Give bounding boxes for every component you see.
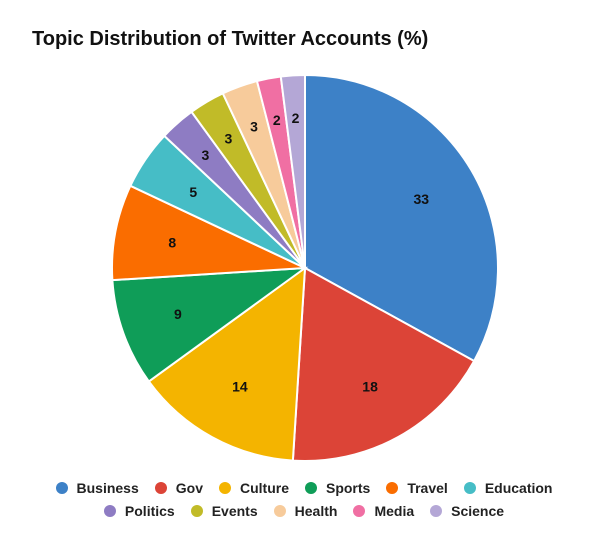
- legend-swatch: [463, 482, 476, 494]
- legend-row-1: Business Gov Culture Sports Travel Education: [0, 480, 608, 496]
- legend-item-business: Business: [55, 480, 139, 496]
- pie-slice-business: [304, 73, 499, 363]
- legend-item-science: Science: [430, 503, 504, 519]
- legend-swatch: [55, 482, 68, 494]
- pie-slice-gov: [291, 266, 476, 462]
- chart-title: Topic Distribution of Twitter Accounts (…: [32, 28, 429, 50]
- pie-slice-culture: [147, 265, 307, 462]
- slice-value-label-events: 3: [224, 130, 232, 146]
- legend-swatch: [273, 505, 286, 517]
- legend-item-travel: Travel: [386, 480, 448, 496]
- legend-item-politics: Politics: [103, 503, 175, 519]
- slice-value-label-culture: 14: [232, 378, 248, 394]
- slice-value-label-science: 2: [292, 110, 300, 126]
- slice-value-label-politics: 3: [202, 147, 210, 163]
- pie-slice-sports: [111, 266, 309, 383]
- slice-value-label-travel: 8: [168, 235, 176, 251]
- pie-slices: [111, 73, 499, 462]
- legend-swatch: [430, 505, 443, 517]
- legend-label: Culture: [239, 480, 289, 496]
- legend-item-sports: Sports: [304, 480, 371, 496]
- legend-label: Education: [484, 480, 553, 496]
- legend-item-media: Media: [353, 503, 414, 519]
- legend-label: Sports: [325, 480, 371, 496]
- legend-swatch: [386, 482, 399, 494]
- legend-label: Media: [374, 503, 415, 519]
- legend-item-health: Health: [273, 503, 338, 519]
- pie-slice-travel: [111, 184, 306, 282]
- slice-value-label-health: 3: [250, 118, 258, 134]
- slice-value-label-sports: 9: [174, 306, 182, 322]
- pie-slice-science: [279, 73, 306, 269]
- legend-label: Health: [294, 503, 338, 519]
- legend-swatch: [218, 482, 231, 494]
- legend-swatch: [190, 505, 203, 517]
- slice-value-label-education: 5: [189, 184, 197, 200]
- legend-swatch: [154, 482, 167, 494]
- legend-row-2: Politics Events Health Media Science: [0, 503, 608, 519]
- legend-swatch: [304, 482, 317, 494]
- legend-label: Gov: [175, 480, 203, 496]
- legend-label: Politics: [124, 503, 175, 519]
- slice-value-label-media: 2: [273, 112, 281, 128]
- legend-label: Travel: [407, 480, 448, 496]
- slice-value-label-gov: 18: [362, 378, 378, 394]
- legend-item-events: Events: [190, 503, 258, 519]
- legend-swatch: [353, 505, 366, 517]
- legend-item-culture: Culture: [218, 480, 289, 496]
- legend-label: Events: [211, 503, 258, 519]
- slice-value-label-business: 33: [413, 191, 429, 207]
- legend-item-gov: Gov: [154, 480, 203, 496]
- legend-swatch: [103, 505, 116, 517]
- legend-item-education: Education: [463, 480, 553, 496]
- legend-label: Science: [451, 503, 505, 519]
- legend-label: Business: [76, 480, 139, 496]
